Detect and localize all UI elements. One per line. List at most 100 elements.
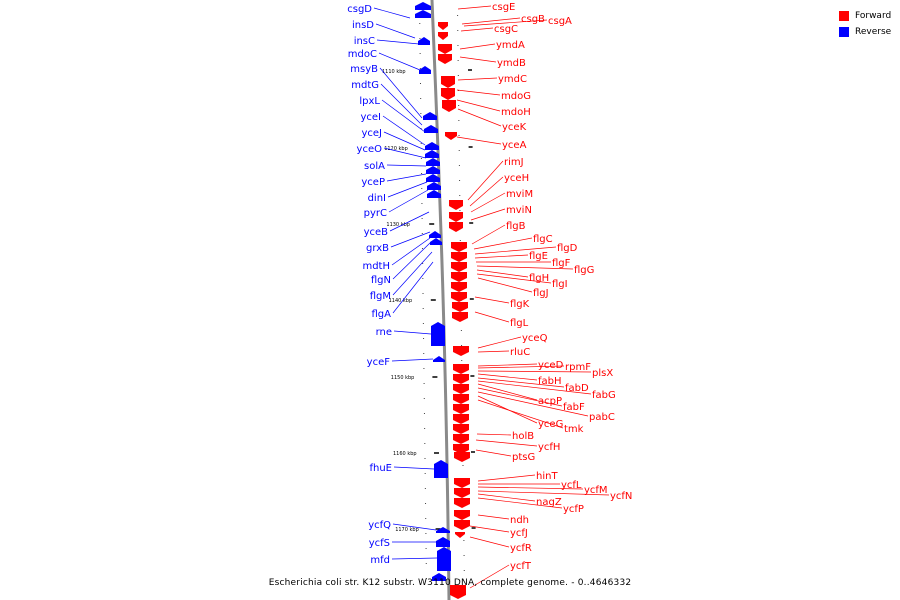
forward-leader-line <box>456 136 502 145</box>
forward-gene-label: csgE <box>492 2 515 13</box>
forward-swatch <box>839 11 849 21</box>
forward-gene-label: rpmF <box>565 362 591 373</box>
forward-gene-block <box>441 88 455 100</box>
legend-label-reverse: Reverse <box>855 27 892 37</box>
reverse-leader-line <box>391 557 438 560</box>
reverse-gene-label: flgN <box>371 275 391 286</box>
position-dot <box>459 240 461 241</box>
reverse-leader-line <box>376 39 420 45</box>
position-dot <box>420 98 422 99</box>
forward-leader-line <box>457 77 498 81</box>
forward-gene-label: flgE <box>529 251 548 262</box>
position-dot <box>422 293 424 294</box>
reverse-leader-line <box>373 7 411 19</box>
reverse-gene-label: mdtH <box>362 261 390 272</box>
forward-leader-line <box>457 5 492 10</box>
forward-leader-line <box>473 237 533 250</box>
reverse-gene-block <box>437 547 451 571</box>
forward-gene-block <box>442 100 456 112</box>
forward-leader-line <box>459 56 497 63</box>
reverse-gene-label: ycfS <box>369 538 390 549</box>
forward-gene-label: ycfJ <box>510 528 528 539</box>
position-dot <box>425 548 427 549</box>
reverse-leader-line <box>391 358 434 362</box>
forward-gene-block <box>449 222 463 232</box>
position-dot <box>421 203 423 204</box>
forward-leader-line <box>461 17 521 25</box>
forward-leader-line <box>470 192 506 213</box>
forward-gene-block <box>451 292 467 302</box>
position-dot <box>423 368 425 369</box>
forward-leader-line <box>471 224 506 245</box>
reverse-leader-line <box>386 173 427 182</box>
reverse-gene-label: csgD <box>347 4 372 15</box>
forward-gene-label: fabF <box>563 402 585 413</box>
forward-gene-block <box>438 44 452 54</box>
genome-backbone <box>430 0 451 600</box>
kbp-tick-label: 1110 kbp <box>382 69 406 75</box>
forward-leader-line <box>477 493 536 502</box>
position-dot <box>458 105 460 106</box>
forward-gene-block <box>441 76 455 88</box>
forward-gene-label: flgK <box>510 299 530 310</box>
position-dot <box>423 398 425 399</box>
legend-item-forward: Forward <box>839 9 891 23</box>
reverse-leader-line <box>381 99 426 133</box>
position-dot <box>458 120 460 121</box>
reverse-gene-label: pyrC <box>364 208 387 219</box>
reverse-gene-label: fhuE <box>369 463 392 474</box>
reverse-leader-line <box>389 211 430 232</box>
reverse-gene-block <box>418 37 430 45</box>
forward-gene-block <box>453 414 469 424</box>
forward-leader-line <box>474 296 510 304</box>
reverse-leader-line <box>386 164 427 167</box>
reverse-leader-line <box>393 466 435 470</box>
kbp-tick-label: 1150 kbp <box>391 375 415 381</box>
forward-leader-line <box>476 433 512 436</box>
position-dot <box>419 23 421 24</box>
position-dot <box>424 443 426 444</box>
position-dot <box>424 428 426 429</box>
forward-leader-line <box>470 208 506 221</box>
legend-label-forward: Forward <box>855 11 892 21</box>
forward-leader-line <box>477 380 592 395</box>
reverse-gene-block <box>433 356 445 362</box>
position-dot <box>422 278 424 279</box>
legend-item-reverse: Reverse <box>839 25 891 39</box>
reverse-gene-block <box>426 158 440 166</box>
forward-gene-label: ycfP <box>563 504 584 515</box>
reverse-gene-block <box>427 190 441 198</box>
kbp-tick-label: 1120 kbp <box>384 146 408 152</box>
forward-leader-line <box>477 377 565 388</box>
forward-leader-line <box>457 108 502 127</box>
position-dot <box>421 233 423 234</box>
reverse-gene-block <box>426 174 440 182</box>
position-dot <box>424 488 426 489</box>
forward-gene-block <box>451 282 467 292</box>
reverse-gene-label: grxB <box>366 243 389 254</box>
reverse-gene-label: rne <box>376 327 392 338</box>
reverse-leader-line <box>387 181 428 198</box>
position-dot <box>425 518 427 519</box>
reverse-gene-block <box>415 2 431 10</box>
reverse-gene-label: yceB <box>364 227 389 238</box>
forward-leader-line <box>477 399 564 429</box>
forward-leader-line <box>474 311 510 323</box>
position-dot <box>420 158 422 159</box>
position-dot <box>423 338 425 339</box>
forward-gene-label: ptsG <box>512 452 535 463</box>
forward-leader-line <box>477 363 538 367</box>
forward-gene-block <box>454 452 470 462</box>
forward-gene-block <box>453 404 469 414</box>
position-dot <box>457 45 459 46</box>
reverse-gene-block <box>415 10 431 18</box>
reverse-gene-block <box>431 322 445 346</box>
position-dot <box>424 473 426 474</box>
reverse-gene-label: mfd <box>370 555 390 566</box>
forward-leader-line <box>477 350 510 353</box>
position-dot <box>421 188 423 189</box>
kbp-tick-label: 1140 kbp <box>389 298 413 304</box>
forward-leader-line <box>467 160 504 201</box>
forward-leader-line <box>476 273 552 284</box>
reverse-gene-label: yceO <box>357 144 383 155</box>
